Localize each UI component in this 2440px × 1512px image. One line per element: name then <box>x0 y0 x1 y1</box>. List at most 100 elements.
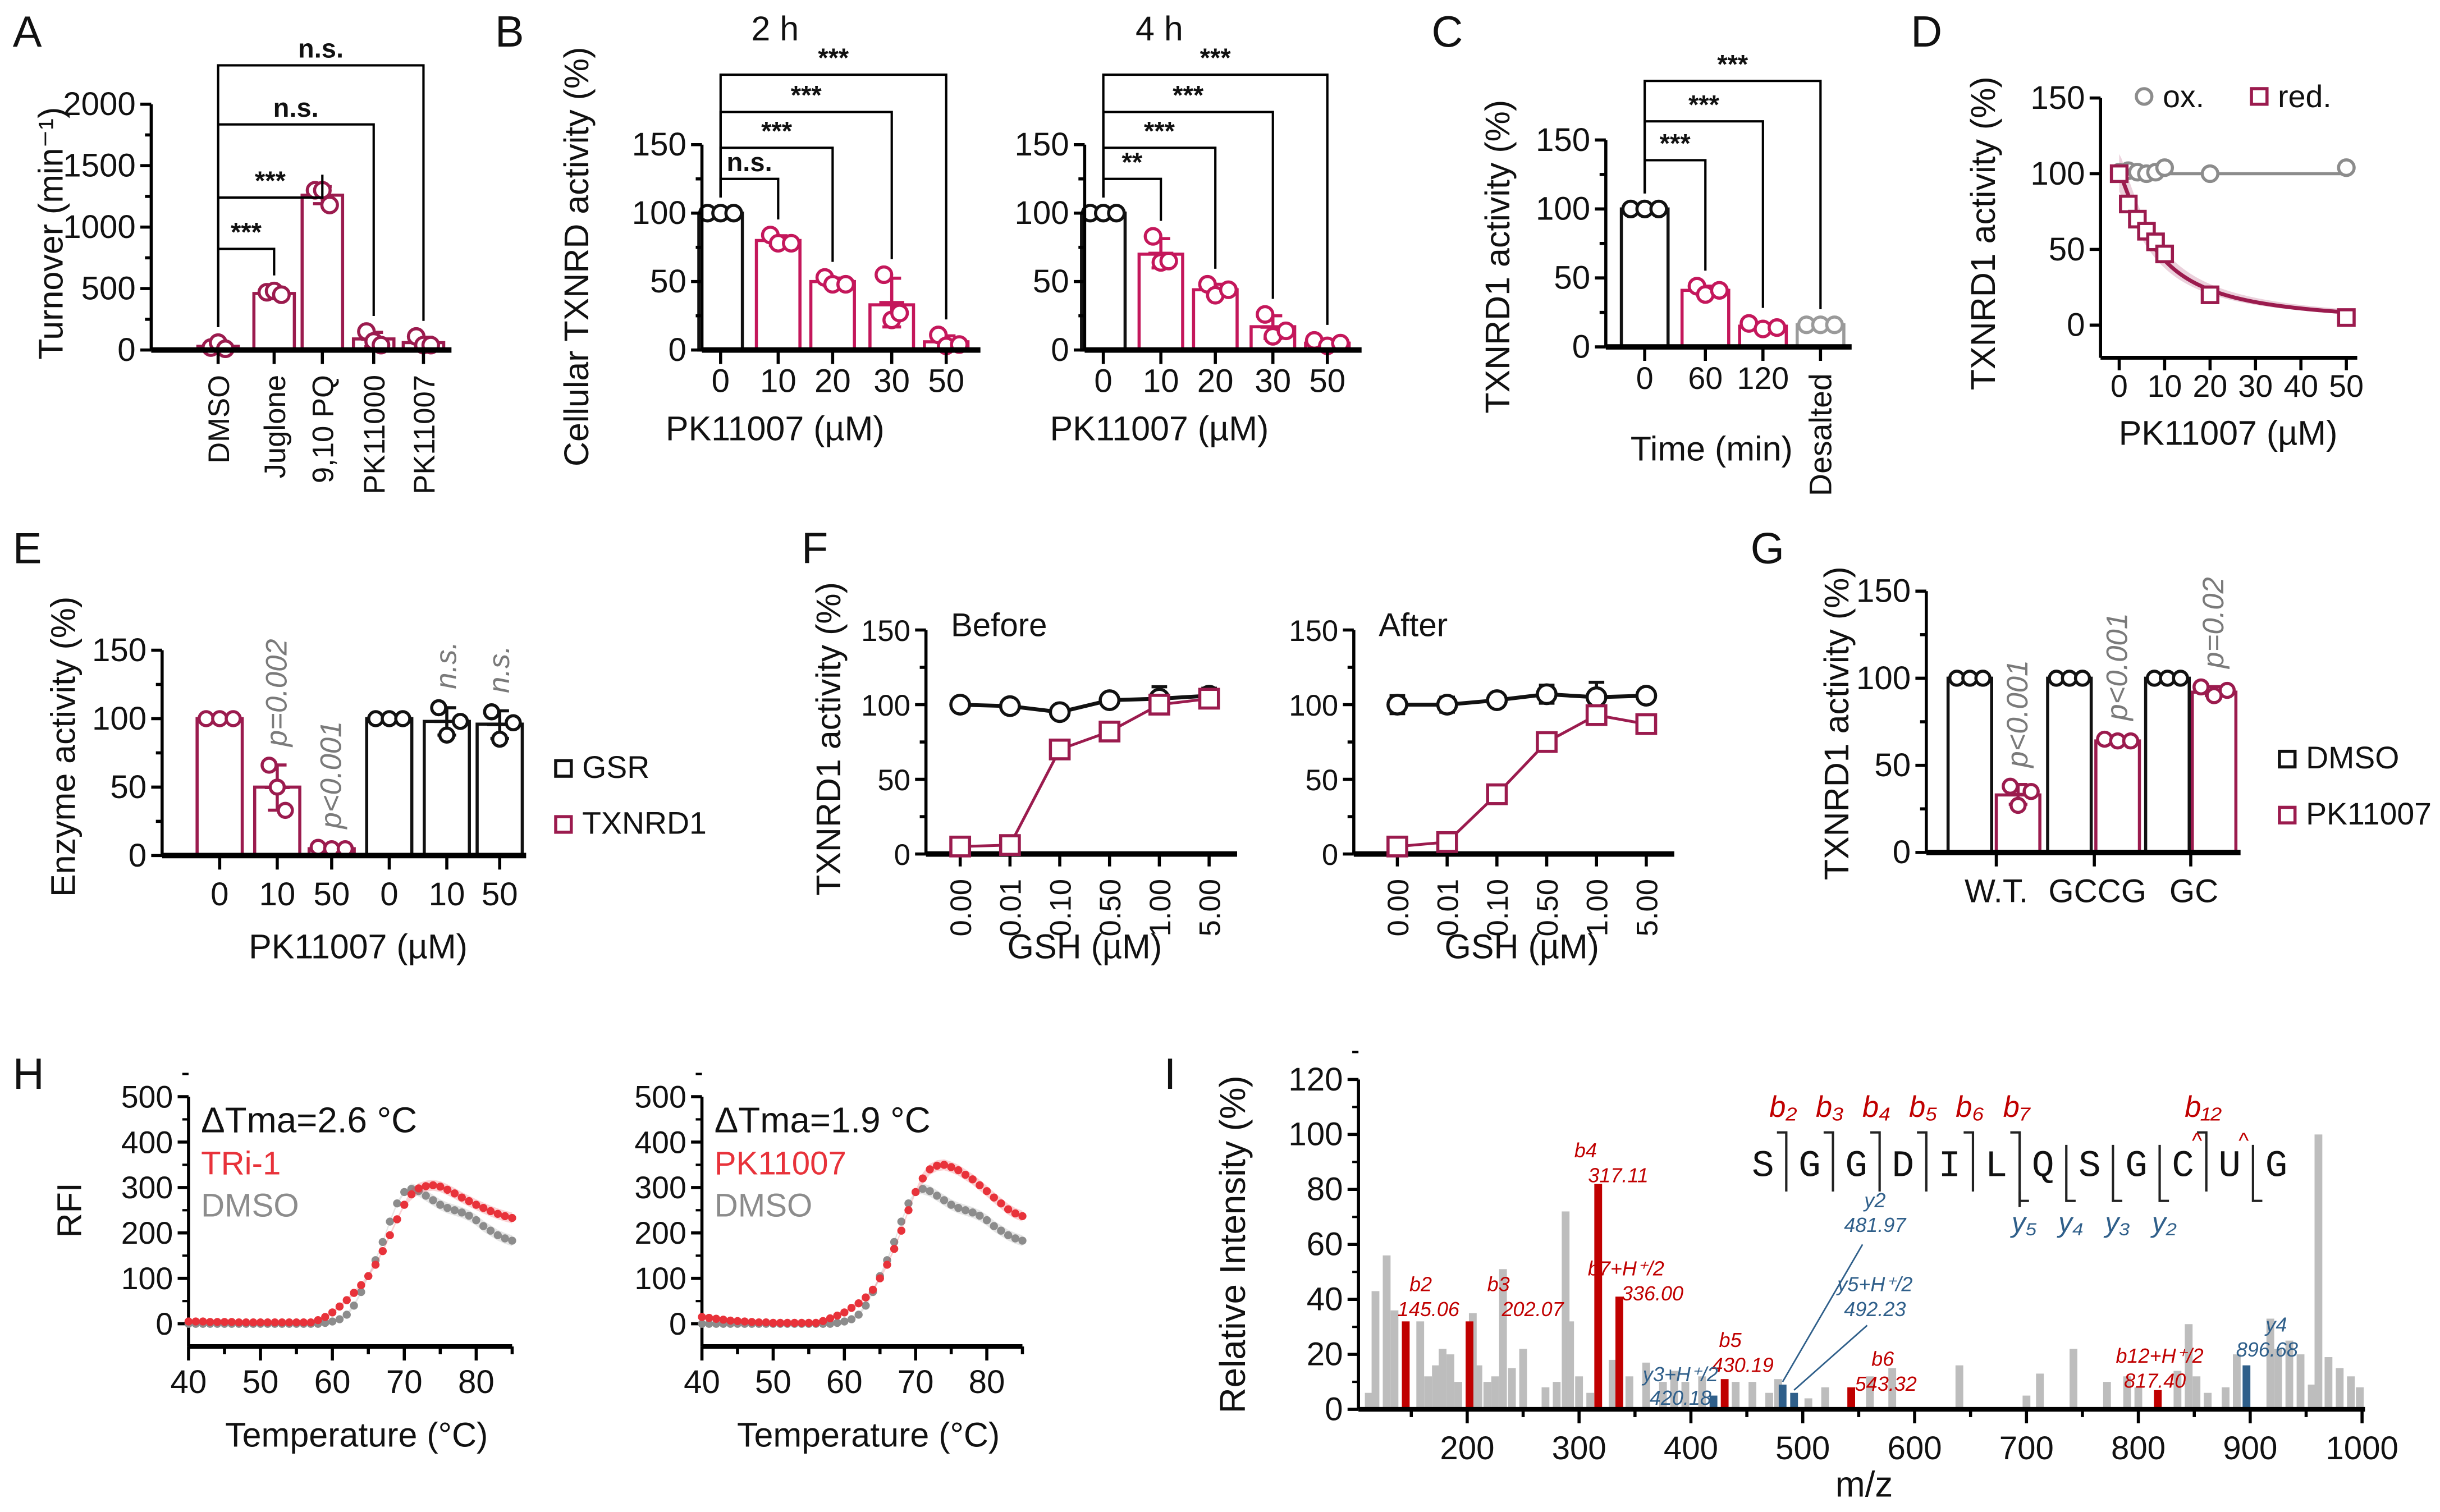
y-axis-title: Cellular TXNRD activity (%) <box>557 47 596 467</box>
peak-mz-label: 817.40 <box>2124 1369 2186 1392</box>
significance-bracket <box>1102 73 1329 325</box>
chart-subtitle: 4 h <box>1136 10 1183 48</box>
peak-ion-label: b2 <box>1409 1272 1432 1295</box>
data-point <box>1098 721 1121 743</box>
data-dot <box>740 1317 749 1326</box>
x-axis-title: Temperature (°C) <box>225 1416 488 1454</box>
unassigned-peak <box>1586 1392 1595 1410</box>
data-point <box>1486 783 1508 805</box>
x-tick-label: GC <box>2169 873 2218 910</box>
x-tick-label: 0 <box>712 363 730 399</box>
y-ion-peak <box>2242 1365 2251 1410</box>
x-tick-label: DMSO <box>203 375 236 464</box>
y-tick-label: 150 <box>1536 122 1590 158</box>
y-tick-label: 150 <box>632 126 686 163</box>
data-dot <box>890 1244 899 1253</box>
panel-letter: C <box>1431 8 1463 56</box>
b-ion-label: b₄ <box>1862 1091 1890 1124</box>
data-point <box>1486 689 1508 711</box>
data-point <box>1974 670 1992 687</box>
unassigned-peak <box>2222 1387 2230 1410</box>
b-ion-label: b₅ <box>1909 1091 1937 1124</box>
unassigned-peak <box>2103 1382 2111 1410</box>
data-dot <box>465 1197 473 1206</box>
data-point <box>272 285 291 304</box>
unassigned-peak <box>1955 1365 1963 1410</box>
data-dot <box>997 1199 1005 1208</box>
data-dot <box>472 1216 480 1225</box>
y-tick-label: 60 <box>1307 1226 1343 1263</box>
peak-mz-label: 202.07 <box>1501 1298 1565 1321</box>
data-point <box>309 839 327 856</box>
x-tick-label: PK11007 <box>408 375 441 494</box>
x-axis-title: GSH (µM) <box>1008 927 1162 965</box>
y-tick-label: 500 <box>81 271 136 307</box>
p-value-annotation: p<0.001 <box>2001 660 2034 769</box>
data-dot <box>386 1231 394 1240</box>
x-tick-label: 0 <box>380 876 398 913</box>
y-tick-label: 500 <box>121 1079 173 1114</box>
data-dot <box>479 1222 488 1230</box>
unassigned-peak <box>1519 1349 1527 1410</box>
x-tick-label: 50 <box>755 1364 791 1400</box>
panel-letter: F <box>802 524 828 572</box>
peak-ion-label: b12+H⁺/2 <box>2116 1344 2203 1367</box>
x-tick-label: 5.00 <box>1631 879 1664 936</box>
data-point <box>198 710 215 727</box>
data-point <box>451 713 469 730</box>
legend-marker <box>2135 87 2154 106</box>
unassigned-peak <box>1491 1376 1499 1410</box>
ox-point <box>2337 158 2356 177</box>
unassigned-peak <box>1439 1349 1446 1410</box>
data-dot <box>422 1192 430 1200</box>
data-dot <box>220 1318 229 1326</box>
data-dot <box>705 1313 713 1322</box>
y-tick-label: 0 <box>2067 307 2085 343</box>
condition-label: After <box>1379 607 1448 644</box>
peak-ion-label: b3 <box>1487 1272 1510 1295</box>
legend-marker <box>2278 749 2297 769</box>
y-fragment-bracket <box>2112 1144 2123 1202</box>
unassigned-peak <box>1454 1382 1462 1410</box>
data-point <box>320 195 339 214</box>
unassigned-peak <box>2070 1349 2077 1410</box>
unassigned-peak <box>1732 1382 1740 1410</box>
data-dot <box>342 1311 351 1319</box>
y-fragment-bracket <box>2251 1144 2263 1202</box>
y-tick-label: 500 <box>634 1079 686 1114</box>
data-dot <box>457 1193 466 1202</box>
unassigned-peak <box>2285 1340 2293 1410</box>
x-tick-label: 0.00 <box>1382 879 1415 936</box>
data-dot <box>847 1315 856 1323</box>
y-tick-label: 200 <box>121 1216 173 1250</box>
y-tick-label: 50 <box>110 769 147 805</box>
data-dot <box>422 1182 430 1190</box>
b-fragment-bracket <box>2010 1131 2021 1207</box>
data-dot <box>486 1226 495 1235</box>
x-tick-label: 0 <box>1636 361 1654 396</box>
b-ion-label: b₂ <box>1769 1091 1797 1124</box>
data-dot <box>698 1313 706 1321</box>
unassigned-peak <box>1424 1376 1432 1410</box>
data-dot <box>414 1184 423 1193</box>
data-dot <box>868 1285 877 1294</box>
unassigned-peak <box>2347 1376 2355 1410</box>
data-point <box>1536 683 1558 705</box>
data-dot <box>968 1208 977 1217</box>
panel-letter: D <box>1911 8 1942 56</box>
p-value-annotation: n.s. <box>483 645 516 693</box>
data-dot <box>407 1190 416 1199</box>
significance-label: *** <box>1144 116 1175 145</box>
data-dot <box>285 1318 294 1327</box>
data-point <box>268 778 286 796</box>
x-tick-label: 800 <box>2111 1430 2166 1467</box>
x-tick-label: 30 <box>873 363 910 399</box>
data-dot <box>762 1318 770 1327</box>
panel-letter: G <box>1751 524 1784 572</box>
data-dot <box>976 1211 984 1220</box>
bar <box>2046 676 2093 854</box>
x-tick-label: 0.01 <box>1432 879 1465 936</box>
x-tick-label: 40 <box>171 1364 207 1400</box>
residue-letter: Q <box>2032 1145 2054 1187</box>
data-point <box>1825 315 1844 335</box>
